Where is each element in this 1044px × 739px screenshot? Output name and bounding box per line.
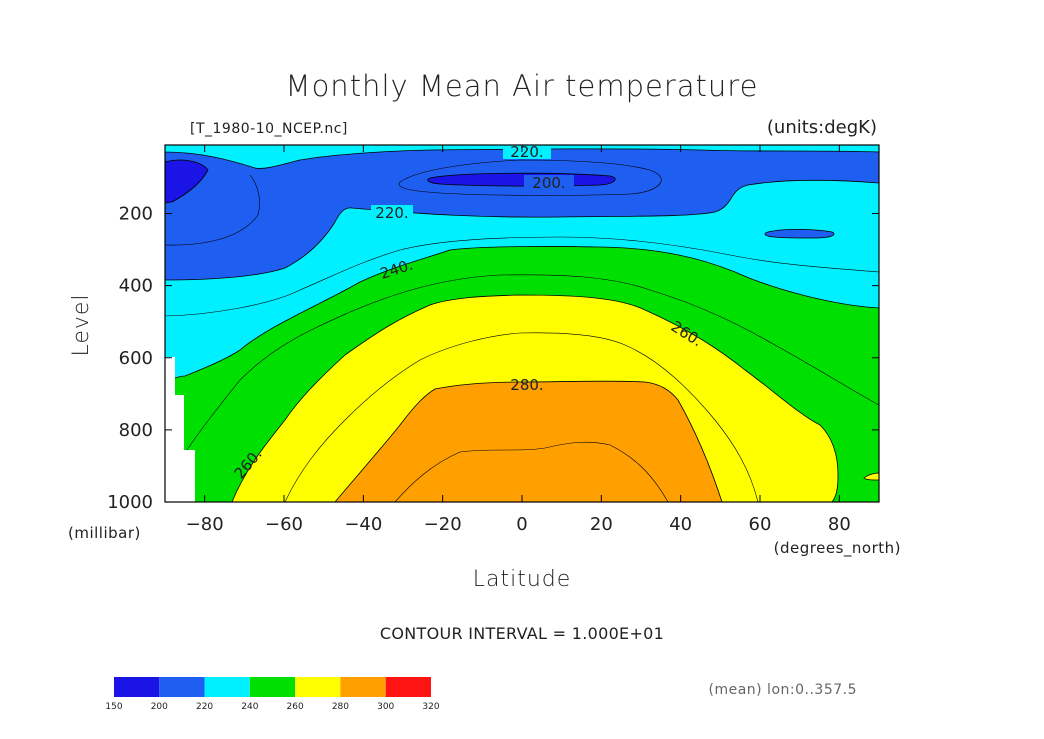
colorbar-label: 150 [105, 702, 122, 712]
y-units-label: (millibar) [68, 524, 141, 542]
averaging-text: (mean) lon:0..357.5 [708, 682, 857, 698]
contour-label-200: 200. [532, 174, 565, 192]
missing-data-2 [175, 395, 184, 502]
contour-line-c [398, 159, 662, 196]
x-ticks: −80 −60 −40 −20 0 20 40 60 80 [186, 145, 851, 535]
missing-data-3 [184, 450, 195, 502]
x-tick-label: 80 [828, 514, 851, 535]
y-tick-label: 600 [119, 348, 153, 369]
contour-fill-280 [334, 380, 723, 502]
colorbar-label: 200 [151, 702, 168, 712]
colorbar-swatch [159, 677, 205, 697]
colorbar-swatch [340, 677, 386, 697]
colorbar-label: 260 [287, 702, 304, 712]
contour-line-f [394, 441, 669, 502]
colorbar-label: 320 [422, 702, 439, 712]
contour-line-a [165, 236, 879, 317]
y-tick-label: 1000 [107, 492, 153, 513]
contour-fill-260-corner [863, 472, 879, 481]
y-tick-label: 200 [119, 204, 153, 225]
contour-fill-200-island [764, 228, 835, 239]
colorbar-label: 280 [332, 702, 349, 712]
y-axis-label: Level [69, 293, 94, 356]
x-tick-label: 60 [749, 514, 772, 535]
y-tick-label: 400 [119, 276, 153, 297]
x-tick-label: 20 [590, 514, 613, 535]
contour-label-220-top: 220. [510, 143, 543, 161]
x-tick-label: −80 [186, 514, 224, 535]
chart-title: Monthly Mean Air temperature [286, 69, 759, 103]
y-tick-label: 800 [119, 420, 153, 441]
x-tick-label: −60 [265, 514, 303, 535]
colorbar-swatch [249, 677, 296, 697]
x-axis-label: Latitude [473, 567, 572, 592]
colorbar-swatch [114, 677, 160, 697]
units-label: (units:degK) [767, 117, 877, 138]
contour-fill-150 [165, 159, 209, 204]
colorbar-swatch [295, 677, 341, 697]
colorbar: 150 200 220 240 260 280 300 320 [105, 677, 440, 712]
contour-plot-area: 220. 200. 220. 240. 260. 280. 260. [165, 143, 879, 502]
colorbar-label: 220 [196, 702, 213, 712]
x-tick-label: 0 [516, 514, 527, 535]
colorbar-swatch [385, 677, 431, 697]
x-tick-label: 40 [669, 514, 692, 535]
contour-label-280: 280. [510, 376, 543, 394]
colorbar-swatch [204, 677, 250, 697]
x-tick-label: −40 [344, 514, 382, 535]
file-label: [T_1980-10_NCEP.nc] [190, 121, 348, 137]
contour-fill-150-center [427, 172, 616, 187]
contour-line-b [165, 174, 260, 246]
x-units-label: (degrees_north) [774, 539, 901, 558]
contour-line-d [179, 274, 879, 461]
colorbar-label: 240 [241, 702, 258, 712]
contour-label-220: 220. [375, 204, 408, 222]
x-tick-label: −20 [424, 514, 462, 535]
contour-line-e [284, 332, 759, 502]
y-ticks: 200 400 600 800 1000 [107, 204, 879, 513]
contour-interval-text: CONTOUR INTERVAL = 1.000E+01 [380, 624, 664, 643]
colorbar-label: 300 [377, 702, 394, 712]
